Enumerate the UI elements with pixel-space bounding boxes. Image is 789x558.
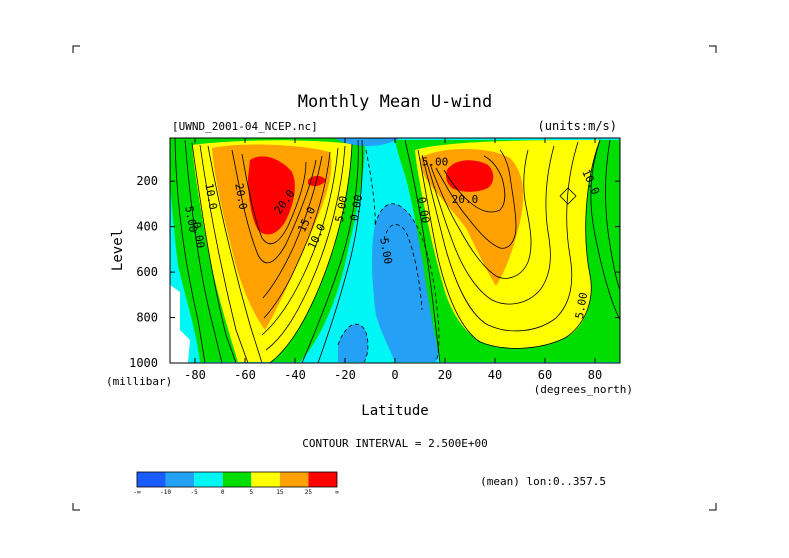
x-tick-label: 80 bbox=[588, 368, 602, 382]
y-tick-label: 800 bbox=[136, 311, 158, 325]
y-units-label: (millibar) bbox=[106, 375, 172, 388]
colorbar-label: -∞ bbox=[133, 489, 141, 496]
contour-label: 5.00 bbox=[333, 195, 350, 223]
region-nh-15-25 bbox=[420, 149, 524, 286]
contour-lines bbox=[174, 138, 620, 363]
colorbar-label: 25 bbox=[305, 489, 313, 496]
contour-label: 5.00 bbox=[182, 205, 199, 233]
mean-note: (mean) lon:0..357.5 bbox=[480, 475, 606, 488]
colorbar: -∞ -10 -5 0 5 15 25 ∞ bbox=[133, 471, 339, 496]
x-tick-label: -20 bbox=[334, 368, 356, 382]
contour-line bbox=[404, 139, 441, 363]
x-tick-label: 20 bbox=[438, 368, 452, 382]
contour-line bbox=[559, 187, 577, 205]
x-tick-label: 40 bbox=[488, 368, 502, 382]
contour-label: 20.0 bbox=[452, 193, 479, 206]
crop-marks bbox=[72, 45, 717, 511]
contour-label: 5.00 bbox=[422, 155, 449, 168]
contour-line bbox=[425, 145, 555, 305]
region-top-band bbox=[335, 138, 400, 146]
contour-line bbox=[317, 139, 363, 363]
contour-label: 0.00 bbox=[190, 221, 207, 249]
contour-line bbox=[199, 144, 249, 363]
contour-line bbox=[269, 143, 353, 363]
contour-line bbox=[191, 142, 237, 363]
contour-line bbox=[265, 145, 346, 351]
contour-line bbox=[429, 149, 532, 279]
region-sh-25-plus bbox=[248, 156, 295, 235]
negative-contours bbox=[337, 149, 440, 363]
colorbar-label: 5 bbox=[249, 489, 253, 496]
x-tick-label: 0 bbox=[391, 368, 398, 382]
colorbar-label: ∞ bbox=[335, 489, 339, 496]
contour-line bbox=[301, 139, 359, 363]
contour-line bbox=[605, 139, 620, 291]
contour-line bbox=[443, 155, 506, 213]
contour-line bbox=[241, 153, 307, 245]
x-tick-label: -80 bbox=[184, 368, 206, 382]
contour-line bbox=[207, 145, 263, 363]
contour-label: 5.00 bbox=[377, 237, 394, 265]
units-label: (units:m/s) bbox=[538, 119, 617, 133]
missing-region bbox=[170, 285, 190, 363]
contour-line bbox=[417, 139, 601, 349]
contour-line bbox=[435, 149, 517, 249]
x-tick-label: -60 bbox=[234, 368, 256, 382]
y-tick-label: 200 bbox=[136, 174, 158, 188]
colorbar-swatch bbox=[194, 472, 223, 487]
contour-line bbox=[174, 138, 206, 363]
chart-title: Monthly Mean U-wind bbox=[298, 92, 492, 112]
dataset-label: [UWND_2001-04_NCEP.nc] bbox=[172, 120, 318, 133]
contour-label: 0.00 bbox=[415, 196, 432, 224]
colorbar-label: -5 bbox=[191, 489, 199, 496]
region-sh-25-plus-b bbox=[308, 175, 326, 187]
colorbar-frame bbox=[136, 471, 338, 488]
colorbar-swatch bbox=[165, 472, 195, 487]
contour-line bbox=[261, 147, 339, 336]
colorbar-swatch bbox=[251, 472, 280, 487]
x-axis-title: Latitude bbox=[361, 403, 428, 419]
colorbar-label: 15 bbox=[276, 489, 284, 496]
x-axis: -80 -60 -40 -20 0 20 40 60 80 bbox=[184, 138, 602, 382]
y-axis: 200 400 600 800 1000 bbox=[129, 174, 620, 370]
contour-line bbox=[421, 141, 579, 332]
colorbar-swatch bbox=[222, 472, 252, 487]
y-tick-label: 1000 bbox=[129, 356, 158, 370]
x-tick-label: -40 bbox=[284, 368, 306, 382]
contour-label: 10.0 bbox=[202, 182, 219, 210]
x-units-label: (degrees_north) bbox=[534, 383, 633, 396]
colorbar-label: 0 bbox=[221, 489, 225, 496]
y-axis-title: Level bbox=[110, 229, 126, 271]
y-tick-label: 400 bbox=[136, 220, 158, 234]
x-tick-label: 60 bbox=[538, 368, 552, 382]
colorbar-swatch bbox=[308, 472, 337, 487]
contour-label: 20.0 bbox=[232, 182, 249, 210]
contour-label: 0.00 bbox=[348, 194, 365, 222]
contour-line bbox=[262, 155, 323, 299]
region-negative-5-low bbox=[338, 324, 368, 362]
contour-line bbox=[590, 139, 620, 321]
contour-line bbox=[184, 139, 223, 363]
contour-interval-note: CONTOUR INTERVAL = 2.500E+00 bbox=[302, 437, 487, 450]
region-nh-25-plus bbox=[446, 160, 494, 192]
colorbar-label: -10 bbox=[160, 489, 171, 496]
colorbar-swatch bbox=[279, 472, 309, 487]
y-tick-label: 600 bbox=[136, 265, 158, 279]
contour-line bbox=[231, 149, 317, 264]
contour-line bbox=[263, 151, 331, 319]
contour-label: 5.00 bbox=[573, 291, 590, 319]
colorbar-swatch bbox=[137, 472, 166, 487]
